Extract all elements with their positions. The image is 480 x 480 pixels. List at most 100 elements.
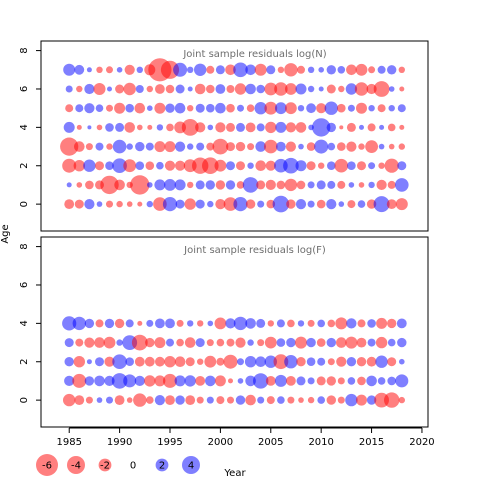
residual-bubble-2005-age4: [265, 121, 277, 134]
residual-bubble-2002-age1: [237, 378, 244, 384]
residual-bubble-2011-age6: [326, 84, 336, 94]
residual-bubble-2005-age6: [264, 82, 278, 96]
residual-bubble-2010-age1: [316, 180, 326, 190]
residual-bubble-1996-age0: [175, 395, 185, 405]
residual-bubble-1986-age1: [72, 373, 87, 388]
x-tick-label: 1990: [107, 437, 132, 448]
residual-bubble-2018-age2: [399, 358, 405, 365]
residual-bubble-2005-age1: [265, 179, 276, 190]
legend-bubble: [182, 456, 200, 474]
panel-logN-bubbles: [60, 58, 409, 213]
residual-bubble-1993-age3: [145, 142, 154, 151]
residual-bubble-1987-age7: [86, 67, 92, 73]
residual-bubble-1986-age7: [74, 64, 85, 75]
residual-bubble-1999-age5: [206, 103, 215, 113]
residual-bubble-1990-age4: [115, 122, 125, 132]
residual-bubble-1998-age0: [195, 199, 205, 209]
residual-bubble-2002-age0: [233, 197, 248, 212]
residual-bubble-2009-age4: [307, 319, 315, 327]
residual-bubble-2009-age1: [307, 181, 315, 189]
residual-bubble-2008-age5: [297, 105, 305, 112]
residual-bubble-2004-age3: [255, 141, 266, 152]
residual-bubble-1996-age2: [175, 160, 186, 171]
residual-bubble-2012-age1: [337, 377, 345, 385]
residual-bubble-1985-age7: [63, 63, 76, 76]
y-tick-label: 4: [19, 320, 30, 326]
residual-bubble-2011-age7: [326, 65, 336, 75]
residual-bubble-1998-age1: [195, 376, 206, 386]
residual-bubble-2013-age7: [346, 64, 357, 76]
residual-bubble-1985-age4: [63, 121, 75, 133]
residual-bubble-1990-age7: [116, 67, 123, 73]
residual-bubble-1992-age0: [133, 393, 147, 407]
residual-bubble-1990-age3: [116, 339, 123, 346]
residual-bubble-2013-age3: [346, 141, 357, 152]
residual-bubble-1995-age3: [166, 338, 174, 347]
residual-bubble-2009-age5: [306, 103, 316, 114]
residual-bubble-1985-age1: [66, 182, 72, 188]
residual-bubble-2014-age6: [354, 82, 369, 96]
residual-bubble-2015-age3: [367, 338, 376, 347]
residual-bubble-1998-age0: [196, 396, 204, 404]
residual-bubble-2016-age0: [373, 196, 390, 213]
residual-bubble-1992-age3: [131, 334, 148, 351]
legend-bubble: [67, 456, 85, 474]
residual-bubble-2002-age1: [236, 181, 245, 189]
residual-bubble-2003-age4: [245, 122, 256, 133]
residual-bubble-1989-age6: [107, 86, 112, 92]
legend-label: -4: [71, 461, 81, 472]
residual-bubble-1999-age1: [205, 375, 216, 387]
residual-bubble-1986-age2: [73, 356, 86, 368]
panel-logN-y-axis: 0 2 4 6 8: [19, 47, 41, 207]
residual-bubble-1986-age0: [74, 199, 84, 209]
residual-bubble-2007-age3: [286, 337, 296, 348]
residual-bubble-1987-age2: [86, 359, 92, 365]
residual-bubble-1998-age3: [195, 338, 205, 348]
residual-bubble-2017-age4: [387, 123, 396, 132]
residual-bubble-2012-age1: [337, 180, 346, 189]
residual-bubble-1986-age3: [74, 141, 85, 152]
residual-bubble-1996-age7: [173, 62, 188, 77]
x-tick-label: 1985: [56, 437, 81, 448]
residual-bubble-2011-age4: [326, 122, 336, 133]
residual-bubble-2016-age1: [376, 179, 387, 190]
residual-bubble-2008-age0: [295, 199, 307, 210]
residual-bubble-1990-age2: [112, 354, 127, 370]
residual-bubble-1985-age3: [60, 137, 79, 156]
residual-bubble-1991-age0: [126, 397, 133, 403]
y-tick-label: 4: [19, 124, 30, 130]
residual-bubble-2014-age2: [356, 357, 367, 367]
residual-bubble-2010-age5: [316, 103, 327, 114]
residual-bubble-2000-age4: [214, 317, 227, 330]
residual-bubble-2006-age5: [275, 102, 287, 115]
residual-bubble-1999-age3: [206, 339, 214, 347]
residual-bubble-2002-age5: [237, 104, 244, 112]
residual-bubble-2000-age5: [215, 102, 226, 114]
residual-bubble-2003-age1: [242, 177, 259, 193]
residual-bubble-2000-age7: [215, 65, 225, 75]
residual-bubble-2000-age1: [215, 180, 226, 190]
residual-bubble-1999-age3: [206, 142, 215, 151]
residual-bubble-2005-age2: [265, 160, 276, 171]
residual-bubble-2010-age6: [318, 86, 324, 92]
residual-bubble-1991-age3: [126, 143, 133, 150]
residual-bubble-2004-age6: [256, 84, 266, 94]
residual-bubble-2017-age2: [387, 357, 397, 367]
residual-bubble-1987-age3: [84, 337, 95, 348]
residual-bubble-2009-age3: [306, 337, 316, 348]
residual-bubble-2015-age0: [366, 395, 377, 405]
legend-bubble: [98, 458, 112, 472]
residual-bubble-2012-age0: [337, 396, 345, 404]
residual-bubble-2007-age7: [284, 63, 298, 77]
residual-bubble-1988-age3: [95, 142, 104, 151]
residual-bubble-1994-age1: [154, 179, 166, 191]
residual-bubble-2014-age7: [355, 63, 368, 76]
residual-bubble-2009-age0: [307, 396, 315, 404]
residual-bubble-2013-age5: [347, 104, 355, 112]
residual-bubble-2008-age6: [295, 83, 307, 95]
residual-bubble-1994-age4: [156, 124, 164, 131]
residual-bubble-2004-age0: [257, 200, 265, 208]
residual-bubble-2013-age6: [345, 83, 358, 95]
residual-bubble-1996-age6: [175, 84, 185, 94]
x-axis: 1985 1990 1995 2000 2005 2010 2015 2020: [56, 427, 435, 448]
